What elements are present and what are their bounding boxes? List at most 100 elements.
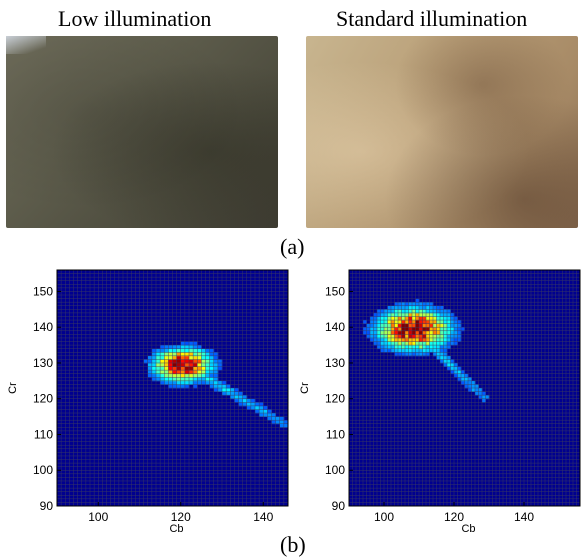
- heatmap-cell: [422, 330, 427, 335]
- heatmap-cell: [238, 398, 244, 403]
- heatmap-cell: [184, 377, 190, 382]
- heatmap-cell: [433, 337, 437, 342]
- heatmap-cell: [408, 334, 413, 339]
- x-axis-label: Cb: [461, 523, 475, 535]
- heatmap-cell: [209, 366, 215, 371]
- heatmap-cell: [384, 327, 388, 332]
- heatmap-cell: [433, 330, 437, 335]
- heatmap-cell: [246, 398, 252, 403]
- heatmap-cell: [450, 334, 455, 339]
- heatmap-cell: [436, 327, 441, 332]
- heatmap-cell: [172, 384, 178, 389]
- heatmap-cell: [436, 312, 441, 317]
- heatmap-cell: [433, 316, 437, 321]
- heatmap-cell: [160, 348, 165, 353]
- heatmap-cell: [401, 302, 406, 307]
- heatmap-cell: [184, 348, 190, 353]
- heatmap-cell: [408, 348, 413, 353]
- heatmap-cell: [176, 345, 182, 350]
- heatmap-cell: [422, 323, 427, 328]
- heatmap-cell: [373, 312, 378, 317]
- heatmap-cell: [176, 377, 182, 382]
- heatmap-cell: [168, 355, 173, 360]
- heatmap-cell: [370, 320, 374, 325]
- heatmap-cell: [440, 345, 444, 350]
- heatmap-cell: [471, 380, 476, 385]
- heatmap-cell: [168, 345, 173, 350]
- heatmap-cell: [197, 362, 202, 367]
- heatmap-cell: [436, 355, 441, 360]
- heatmap-cell: [193, 373, 198, 378]
- heatmap-cell: [193, 377, 198, 382]
- heatmap-cell: [387, 316, 392, 321]
- heatmap-cell: [168, 377, 173, 382]
- heatmap-cell: [401, 337, 406, 342]
- heatmap-cell: [189, 348, 194, 353]
- heatmap-cell: [443, 320, 448, 325]
- heatmap-cell: [450, 359, 455, 364]
- heatmap-cell: [387, 323, 392, 328]
- heatmap-cell: [450, 327, 455, 332]
- heatmap-cell: [377, 320, 381, 325]
- heatmap-cell: [419, 337, 423, 342]
- heatmap-cell: [168, 362, 173, 367]
- heatmap-cell: [279, 423, 285, 428]
- heatmap-cell: [447, 312, 451, 317]
- heatmap-cell: [384, 334, 388, 339]
- heatmap-cell: [426, 334, 430, 339]
- heatmap-cell: [398, 352, 402, 357]
- heatmap-cell: [176, 373, 182, 378]
- heatmap-cell: [391, 305, 395, 310]
- heatmap-cell: [176, 348, 182, 353]
- heatmap-cell: [201, 352, 206, 357]
- heatmap-cell: [147, 355, 153, 360]
- heatmap-cell: [419, 345, 423, 350]
- heatmap-cell: [391, 337, 395, 342]
- heatmap-cell: [370, 316, 374, 321]
- heatmap-cell: [205, 348, 211, 353]
- heatmap-cell: [164, 380, 169, 385]
- heatmap-cell: [412, 330, 416, 335]
- heatmap-cell: [380, 334, 385, 339]
- heatmap-cell: [426, 316, 430, 321]
- heatmap-cell: [419, 327, 423, 332]
- heatmap-cell: [429, 309, 434, 314]
- heatmap-cell: [447, 359, 451, 364]
- heatmap-cell: [412, 302, 416, 307]
- y-tick-label: 110: [34, 427, 53, 441]
- heatmap-cell: [415, 316, 420, 321]
- heatmap-cell: [482, 395, 486, 400]
- heatmap-cell: [201, 359, 206, 364]
- heatmap-cell: [391, 327, 395, 332]
- heatmap-cell: [447, 309, 451, 314]
- heatmap-cell: [156, 373, 161, 378]
- heatmap-cell: [213, 388, 219, 392]
- y-tick-label: 130: [325, 356, 345, 370]
- heatmap-cell: [394, 316, 399, 321]
- heatmap-cell: [422, 309, 427, 314]
- heatmap-cell: [433, 341, 437, 346]
- heatmap-cell: [398, 345, 402, 350]
- heatmap-cell: [408, 302, 413, 307]
- heatmap-cell: [156, 366, 161, 371]
- heatmap-cell: [408, 305, 413, 310]
- heatmap-cell: [391, 330, 395, 335]
- heatmap-cell: [384, 341, 388, 346]
- heatmap-cell: [387, 320, 392, 325]
- heatmap-cell: [401, 312, 406, 317]
- heatmap-grid: [348, 269, 581, 507]
- heatmap-cell: [478, 395, 483, 400]
- heatmap-cell: [422, 312, 427, 317]
- heatmap-cell: [440, 355, 444, 360]
- heatmap-cell: [213, 366, 219, 371]
- heatmap-cell: [180, 341, 186, 346]
- heatmap-cell: [189, 345, 194, 350]
- heatmap-cell: [230, 391, 235, 396]
- heatmap-cell: [209, 384, 215, 389]
- heatmap-cell: [168, 359, 173, 364]
- heatmap-cell: [193, 366, 198, 371]
- heatmap-cell: [201, 373, 206, 378]
- heatmap-cell: [250, 402, 256, 407]
- heatmap-cell: [184, 362, 190, 367]
- heatmap-cell: [468, 380, 472, 385]
